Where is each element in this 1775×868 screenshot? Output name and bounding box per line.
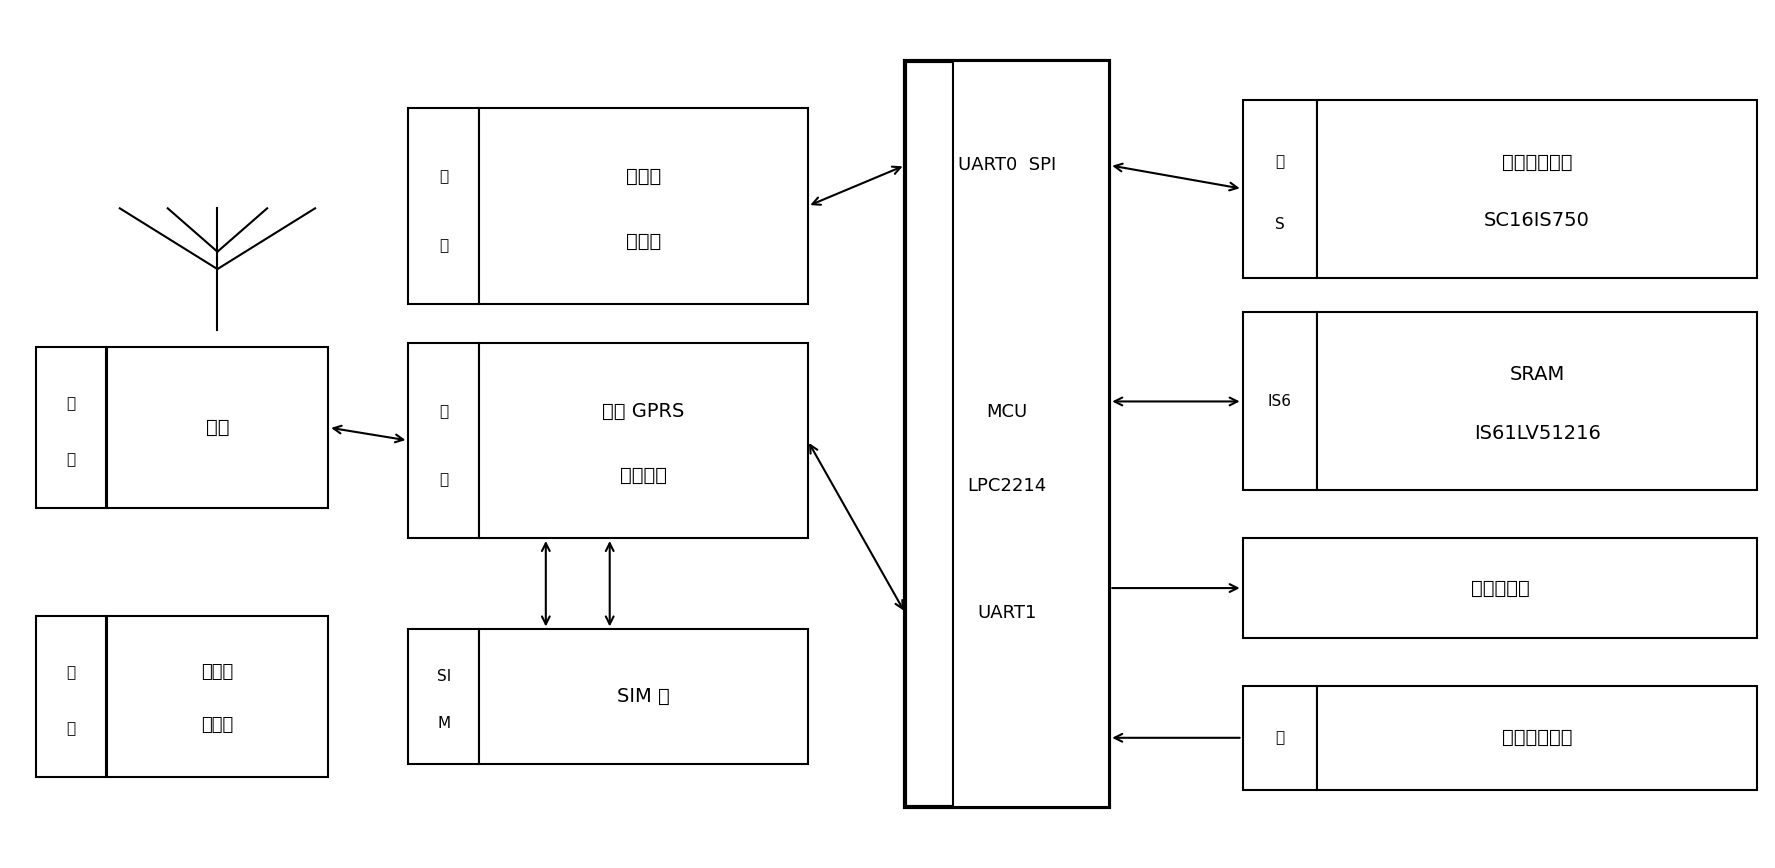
Text: 通信模块: 通信模块 (619, 466, 667, 485)
Bar (479, 343, 808, 538)
Text: 无线 GPRS: 无线 GPRS (602, 402, 685, 421)
Text: 系: 系 (1274, 730, 1285, 746)
Bar (1242, 312, 1317, 490)
Text: MCU: MCU (987, 403, 1028, 421)
Bar (106, 616, 328, 777)
Bar (479, 629, 808, 764)
Text: SI: SI (437, 669, 451, 684)
Text: UART1: UART1 (978, 604, 1037, 622)
Bar (1242, 538, 1757, 638)
Bar (1242, 100, 1317, 278)
Text: 天: 天 (66, 396, 76, 411)
Text: SC16IS750: SC16IS750 (1484, 211, 1590, 230)
Text: 串口扩展模块: 串口扩展模块 (1502, 153, 1573, 172)
Bar (1317, 100, 1757, 278)
Text: 状态指示灯: 状态指示灯 (1470, 579, 1530, 597)
Text: 统模块: 统模块 (201, 716, 234, 734)
Text: 电: 电 (66, 665, 76, 680)
Text: 无: 无 (438, 404, 449, 418)
Text: 集: 集 (438, 238, 449, 253)
Text: 通: 通 (438, 472, 449, 487)
Bar (1242, 686, 1317, 790)
Text: M: M (437, 716, 451, 731)
Bar (408, 108, 479, 304)
Text: S: S (1274, 217, 1285, 232)
Text: 统: 统 (66, 721, 76, 736)
Text: SIM 卡: SIM 卡 (618, 687, 669, 706)
Bar (479, 108, 808, 304)
Bar (408, 629, 479, 764)
Text: 集模块: 集模块 (627, 232, 660, 251)
Text: 电源系: 电源系 (201, 663, 234, 681)
Bar (408, 343, 479, 538)
Text: 串: 串 (1274, 155, 1285, 169)
Text: LPC2214: LPC2214 (967, 477, 1047, 496)
Text: 图像采: 图像采 (627, 168, 660, 187)
Bar (106, 347, 328, 508)
Text: 线: 线 (66, 452, 76, 467)
Bar (36, 616, 106, 777)
Bar (1317, 686, 1757, 790)
Text: SRAM: SRAM (1509, 365, 1566, 385)
Text: IS61LV51216: IS61LV51216 (1473, 424, 1601, 443)
Text: 天线: 天线 (206, 418, 229, 437)
Text: 图: 图 (438, 169, 449, 184)
Text: UART0  SPI: UART0 SPI (959, 156, 1056, 174)
Text: IS6: IS6 (1267, 394, 1292, 409)
Bar (905, 61, 1109, 807)
Bar (953, 61, 1109, 807)
Bar (36, 347, 106, 508)
Text: 系统复位模块: 系统复位模块 (1502, 728, 1573, 747)
Bar (1317, 312, 1757, 490)
